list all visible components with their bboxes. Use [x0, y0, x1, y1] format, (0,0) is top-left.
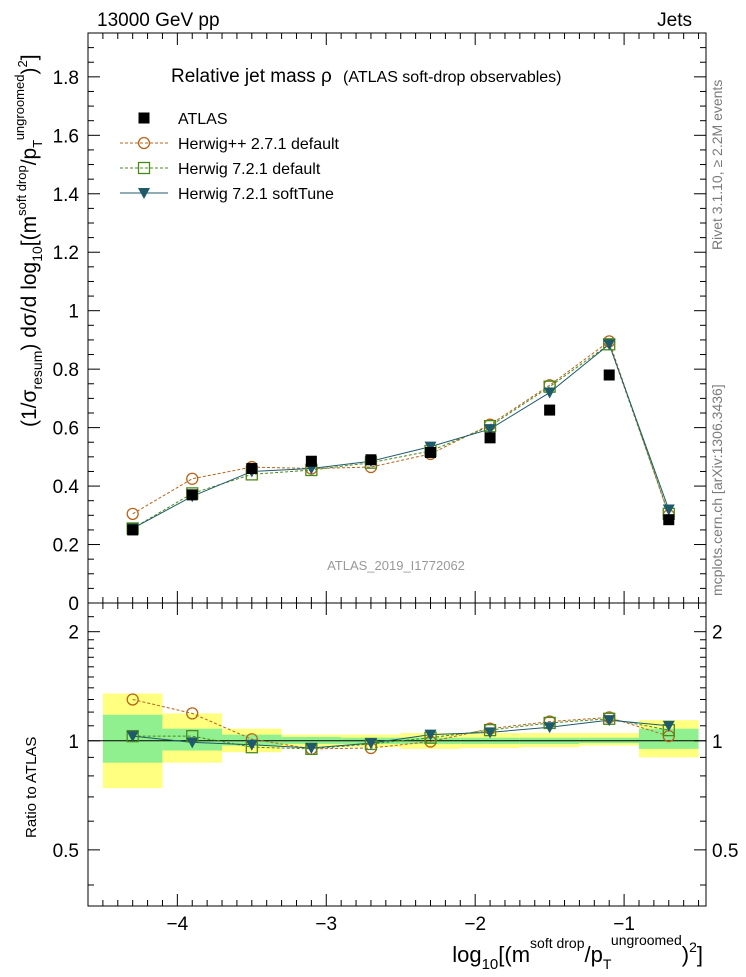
- y-tick-label: 0.6: [53, 419, 79, 440]
- ratio-point-2: [543, 722, 556, 734]
- ratio-point-2: [603, 715, 616, 727]
- ratio-point-2: [364, 738, 377, 750]
- legend-label: Herwig 7.2.1 default: [178, 161, 321, 178]
- y-tick-label: 0.8: [53, 360, 79, 381]
- legend-marker: [138, 112, 150, 124]
- ratio-point-0: [186, 707, 199, 720]
- ratio-point-2: [484, 727, 497, 739]
- main-point-0: [425, 446, 437, 458]
- ratio-series-lines: [132, 699, 669, 750]
- ratio-series-markers: [126, 693, 675, 756]
- ratio-line-2: [132, 719, 669, 749]
- ratio-point-0: [126, 693, 139, 706]
- plot-title-main: Relative jet mass ρ: [171, 66, 332, 87]
- x-axis-label: log10[(msoft drop/pTungroomed)2]: [452, 932, 703, 972]
- ratio-point-2: [186, 737, 199, 749]
- legend: ATLAS Herwig++ 2.7.1 default Herwig 7.2.1 …: [120, 111, 340, 203]
- x-tick-label: −4: [167, 914, 189, 935]
- main-point-0: [305, 455, 317, 467]
- legend-label: Herwig++ 2.7.1 default: [178, 136, 340, 153]
- watermark: ATLAS_2019_I1772062: [327, 558, 465, 573]
- ratio-tick-label-right: 1: [712, 732, 723, 753]
- y-tick-label: 1.2: [53, 243, 79, 264]
- ratio-point-2: [245, 739, 258, 751]
- y-tick-label: 1: [68, 302, 79, 323]
- y-tick-label: 0: [68, 594, 79, 615]
- y-tick-label: 1.8: [53, 68, 79, 89]
- main-point-0: [365, 454, 377, 466]
- y-tick-label: 1.4: [53, 185, 80, 206]
- main-series-lines: [132, 340, 670, 529]
- ratio-tick-label-right: 0.5: [712, 841, 738, 862]
- process-label: Jets: [657, 10, 692, 31]
- ratio-point-2: [126, 731, 139, 743]
- ratio-point-2: [424, 729, 437, 741]
- main-point-0: [544, 404, 556, 416]
- main-point-3: [662, 504, 675, 516]
- y-tick-label: 0.2: [53, 536, 79, 557]
- main-line-3: [132, 343, 670, 529]
- y-tick-label: 1.6: [53, 126, 79, 147]
- plot-title: Relative jet mass ρ (ATLAS soft-drop obs…: [171, 66, 562, 87]
- side-site-label: mcplots.cern.ch [arXiv:1306.3436]: [709, 384, 725, 596]
- side-events-label: Rivet 3.1.10, ≥ 2.2M events: [709, 80, 725, 250]
- main-y-ticks: 0 0.2 0.4 0.6 0.8 1 1.2 1.4 1.6 1.8: [53, 47, 706, 615]
- x-tick-label: −1: [613, 914, 635, 935]
- ratio-y-axis-label: Ratio to ATLAS: [23, 737, 40, 838]
- x-ticks: −4 −3 −2 −1: [102, 33, 700, 935]
- ratio-point-2: [662, 720, 675, 732]
- plot-subtitle: (ATLAS soft-drop observables): [343, 69, 561, 86]
- main-point-3: [543, 387, 556, 399]
- main-point-0: [603, 369, 615, 381]
- main-line-1: [132, 340, 670, 516]
- ratio-band-inner: [638, 728, 699, 749]
- legend-marker: [137, 136, 151, 150]
- energy-label: 13000 GeV pp: [97, 10, 220, 31]
- legend-marker: [138, 188, 150, 199]
- main-point-0: [663, 514, 675, 526]
- main-point-1: [126, 507, 139, 520]
- legend-label: Herwig 7.2.1 softTune: [178, 186, 334, 203]
- x-tick-label: −3: [315, 914, 337, 935]
- main-series-markers: [126, 335, 675, 536]
- main-point-3: [484, 424, 497, 436]
- legend-marker: [137, 161, 151, 175]
- ratio-plot-frame: [87, 602, 707, 907]
- main-point-3: [603, 339, 616, 351]
- ratio-point-2: [305, 743, 318, 755]
- main-point-1: [186, 472, 199, 485]
- main-line-2: [132, 343, 670, 529]
- main-y-axis-label: (1/σresum) dσ/d log10[(msoft drop/pTungr…: [12, 54, 45, 427]
- x-tick-label: −2: [464, 914, 486, 935]
- ratio-y-ticks: 0.5 0.5 1 1 2 2: [53, 616, 738, 886]
- ratio-tick-label: 0.5: [53, 841, 79, 862]
- y-tick-label: 0.4: [53, 477, 80, 498]
- ratio-tick-label: 2: [68, 623, 79, 644]
- ratio-line-0: [132, 699, 669, 750]
- legend-label: ATLAS: [178, 111, 228, 128]
- main-point-0: [246, 463, 258, 475]
- main-point-0: [484, 432, 496, 444]
- main-point-0: [127, 524, 139, 536]
- main-point-0: [186, 489, 198, 501]
- ratio-tick-label: 1: [68, 732, 79, 753]
- ratio-tick-label-right: 2: [712, 623, 723, 644]
